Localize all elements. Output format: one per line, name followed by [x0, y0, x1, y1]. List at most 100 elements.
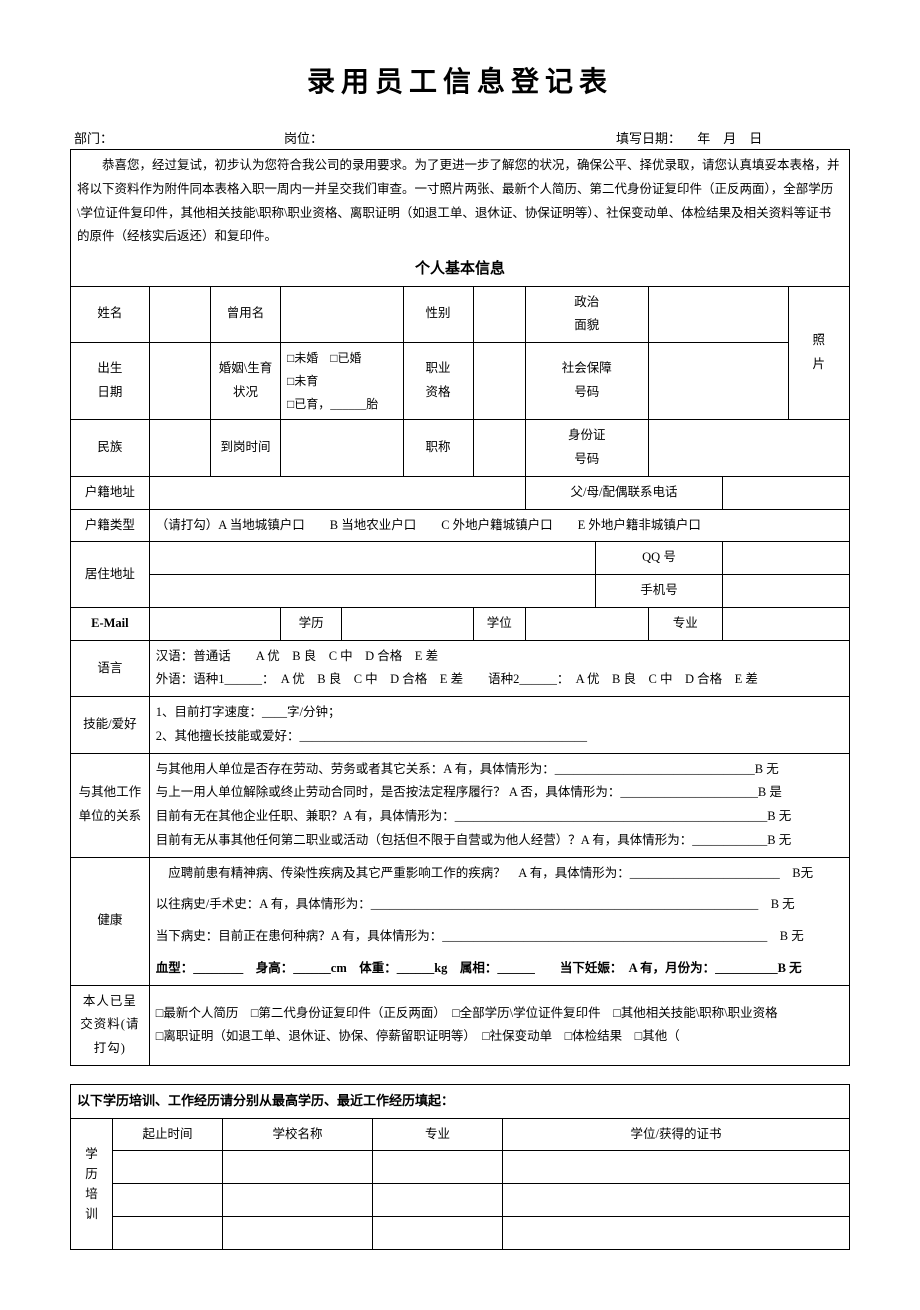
edu-rowlabel: 学 历 培 训 [71, 1118, 113, 1249]
label-skill: 技能/爱好 [71, 697, 150, 754]
label-qq: QQ 号 [596, 542, 723, 575]
val-qq[interactable] [722, 542, 849, 575]
main-table: 恭喜您，经过复试，初步认为您符合我公司的录用要求。为了更进一步了解您的状况，确保… [70, 149, 850, 1066]
label-ssn: 社会保障 号码 [526, 343, 649, 420]
label-ethnic: 民族 [71, 420, 150, 477]
health-line-1: 应聘前患有精神病、传染性疾病及其它严重影响工作的疾病？ A 有，具体情形为：__… [150, 858, 849, 890]
edu-2-cert[interactable] [503, 1184, 850, 1217]
label-onboard: 到岗时间 [211, 420, 281, 477]
val-political[interactable] [648, 286, 788, 343]
val-live-addr-2[interactable] [149, 575, 595, 608]
val-ethnic[interactable] [149, 420, 210, 477]
val-parent-phone[interactable] [722, 476, 849, 509]
val-name[interactable] [149, 286, 210, 343]
label-edu: 学历 [281, 607, 342, 640]
label-title-pro: 职称 [403, 420, 473, 477]
edu-row-3 [71, 1216, 850, 1249]
section-title: 个人基本信息 [71, 253, 850, 286]
edu-header-row: 学 历 培 训 起止时间 学校名称 专业 学位/获得的证书 [71, 1118, 850, 1151]
val-onboard[interactable] [281, 420, 404, 477]
val-edu[interactable] [342, 607, 473, 640]
edu-header-note: 以下学历培训、工作经历请分别从最高学历、最近工作经历填起： [71, 1084, 850, 1118]
day-label: 日 [749, 131, 762, 146]
meta-date: 填写日期： 年 月 日 [616, 128, 846, 147]
label-mobile: 手机号 [596, 575, 723, 608]
label-reg-type: 户籍类型 [71, 509, 150, 542]
edu-1-school[interactable] [223, 1151, 373, 1184]
edu-history-table: 以下学历培训、工作经历请分别从最高学历、最近工作经历填起： 学 历 培 训 起止… [70, 1084, 850, 1250]
val-other-work[interactable]: 与其他用人单位是否存在劳动、劳务或者其它关系：A 有，具体情形为：_______… [149, 753, 849, 857]
val-marriage[interactable]: □未婚 □已婚 □未育 □已育，______胎 [281, 343, 404, 420]
val-skill[interactable]: 1、目前打字速度：____字/分钟； 2、其他擅长技能或爱好：_________… [149, 697, 849, 754]
val-birth[interactable] [149, 343, 210, 420]
val-ssn[interactable] [648, 343, 788, 420]
page-title: 录用员工信息登记表 [70, 60, 850, 100]
meta-dept: 部门： [74, 128, 284, 147]
label-former-name: 曾用名 [211, 286, 281, 343]
date-label: 填写日期： [616, 131, 681, 146]
label-idno: 身份证 号码 [526, 420, 649, 477]
val-former-name[interactable] [281, 286, 404, 343]
edu-3-cert[interactable] [503, 1216, 850, 1249]
row-birth: 出生 日期 婚姻\生育 状况 □未婚 □已婚 □未育 □已育，______胎 职… [71, 343, 850, 420]
edu-row-2 [71, 1184, 850, 1217]
edu-3-major[interactable] [373, 1216, 503, 1249]
val-reg-addr[interactable] [149, 476, 525, 509]
row-docs: 本人已呈交资料(请打勾) □最新个人简历 □第二代身份证复印件（正反两面） □全… [71, 985, 850, 1065]
meta-post: 岗位： [284, 128, 616, 147]
label-live-addr: 居住地址 [71, 542, 150, 608]
label-reg-addr: 户籍地址 [71, 476, 150, 509]
label-name: 姓名 [71, 286, 150, 343]
label-email: E-Mail [71, 607, 150, 640]
val-reg-type[interactable]: （请打勾）A 当地城镇户口 B 当地农业户口 C 外地户籍城镇户口 E 外地户籍… [149, 509, 849, 542]
label-health: 健康 [71, 857, 150, 985]
edu-1-time[interactable] [113, 1151, 223, 1184]
row-skill: 技能/爱好 1、目前打字速度：____字/分钟； 2、其他擅长技能或爱好：___… [71, 697, 850, 754]
edu-2-time[interactable] [113, 1184, 223, 1217]
col-cert: 学位/获得的证书 [503, 1118, 850, 1151]
val-occ-qual[interactable] [473, 343, 526, 420]
health-line-3: 当下病史：目前正在患何种病？A 有，具体情形为：________________… [150, 921, 849, 953]
val-gender[interactable] [473, 286, 526, 343]
edu-1-major[interactable] [373, 1151, 503, 1184]
col-school: 学校名称 [223, 1118, 373, 1151]
row-reg-addr: 户籍地址 父/母/配偶联系电话 [71, 476, 850, 509]
val-docs[interactable]: □最新个人简历 □第二代身份证复印件（正反两面） □全部学历\学位证件复印件 □… [149, 985, 849, 1065]
row-live-addr-1: 居住地址 QQ 号 [71, 542, 850, 575]
val-idno[interactable] [648, 420, 849, 477]
label-marriage: 婚姻\生育 状况 [211, 343, 281, 420]
edu-3-time[interactable] [113, 1216, 223, 1249]
health-line-4: 血型：________ 身高：______cm 体重：______kg 属相：_… [150, 953, 849, 985]
month-label: 月 [723, 131, 736, 146]
val-mobile[interactable] [722, 575, 849, 608]
edu-2-major[interactable] [373, 1184, 503, 1217]
row-other-work: 与其他工作单位的关系 与其他用人单位是否存在劳动、劳务或者其它关系：A 有，具体… [71, 753, 850, 857]
label-docs: 本人已呈交资料(请打勾) [71, 985, 150, 1065]
label-degree: 学位 [473, 607, 526, 640]
edu-3-school[interactable] [223, 1216, 373, 1249]
edu-1-cert[interactable] [503, 1151, 850, 1184]
row-ethnic: 民族 到岗时间 职称 身份证 号码 [71, 420, 850, 477]
intro-text: 恭喜您，经过复试，初步认为您符合我公司的录用要求。为了更进一步了解您的状况，确保… [71, 150, 850, 254]
val-live-addr-1[interactable] [149, 542, 595, 575]
val-major[interactable] [722, 607, 849, 640]
col-major: 专业 [373, 1118, 503, 1151]
label-parent-phone: 父/母/配偶联系电话 [526, 476, 723, 509]
val-title-pro[interactable] [473, 420, 526, 477]
label-lang: 语言 [71, 640, 150, 697]
val-email[interactable] [149, 607, 280, 640]
row-lang: 语言 汉语：普通话 A 优 B 良 C 中 D 合格 E 差 外语：语种1___… [71, 640, 850, 697]
val-health[interactable]: 应聘前患有精神病、传染性疾病及其它严重影响工作的疾病？ A 有，具体情形为：__… [149, 857, 849, 985]
edu-row-1 [71, 1151, 850, 1184]
label-birth: 出生 日期 [71, 343, 150, 420]
row-reg-type: 户籍类型 （请打勾）A 当地城镇户口 B 当地农业户口 C 外地户籍城镇户口 E… [71, 509, 850, 542]
label-political: 政治 面貌 [526, 286, 649, 343]
year-label: 年 [697, 131, 710, 146]
val-lang[interactable]: 汉语：普通话 A 优 B 良 C 中 D 合格 E 差 外语：语种1______… [149, 640, 849, 697]
row-email: E-Mail 学历 学位 专业 [71, 607, 850, 640]
col-time: 起止时间 [113, 1118, 223, 1151]
meta-row: 部门： 岗位： 填写日期： 年 月 日 [70, 128, 850, 147]
label-occ-qual: 职业 资格 [403, 343, 473, 420]
edu-2-school[interactable] [223, 1184, 373, 1217]
val-degree[interactable] [526, 607, 649, 640]
